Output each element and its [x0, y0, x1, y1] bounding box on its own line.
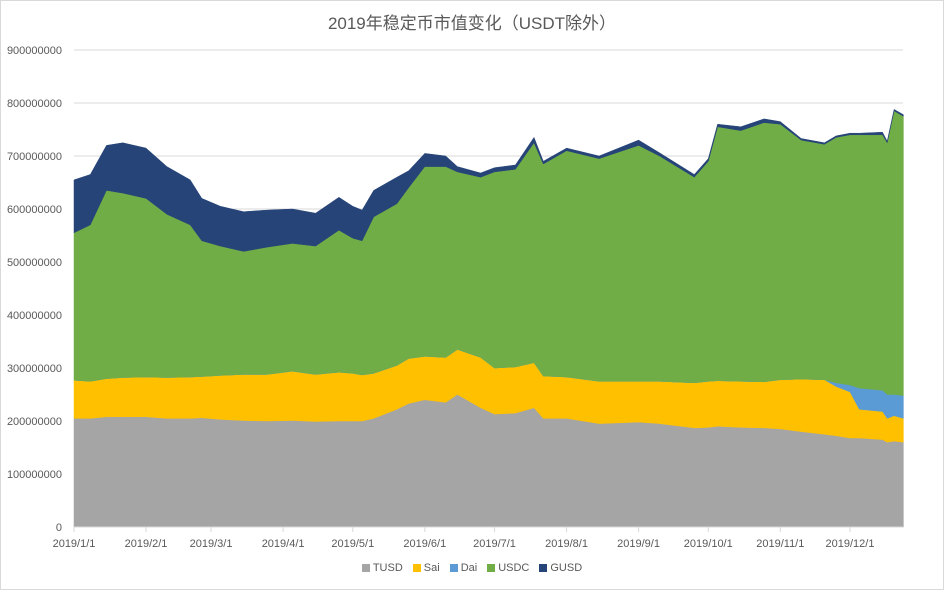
x-tick-label: 2019/3/1: [190, 538, 233, 550]
y-tick-label: 300000000: [7, 363, 62, 375]
x-tick-label: 2019/7/1: [473, 538, 516, 550]
legend-label: Sai: [423, 562, 440, 574]
x-tick-label: 2019/5/1: [331, 538, 374, 550]
chart-title: 2019年稳定币市值变化（USDT除外）: [327, 14, 617, 33]
x-tick-label: 2019/4/1: [262, 538, 305, 550]
x-tick-label: 2019/10/1: [684, 538, 733, 550]
y-tick-label: 500000000: [7, 257, 62, 269]
legend-label: TUSD: [372, 562, 403, 574]
area-usdc: [73, 110, 904, 396]
y-tick-label: 400000000: [7, 310, 62, 322]
x-tick-label: 2019/2/1: [125, 538, 168, 550]
legend-item-dai: Dai: [449, 562, 478, 574]
y-tick-label: 100000000: [7, 469, 62, 481]
legend-swatch: [361, 564, 370, 572]
y-tick-label: 200000000: [7, 416, 62, 428]
y-tick-label: 0: [56, 522, 62, 534]
legend: TUSD Sai Dai USDC GUSD: [0, 562, 944, 574]
legend-swatch: [487, 564, 496, 572]
area-gusd: [73, 109, 904, 252]
y-tick-label: 800000000: [7, 98, 62, 110]
x-tick-label: 2019/9/1: [617, 538, 660, 550]
x-tick-label: 2019/8/1: [545, 538, 588, 550]
x-tick-label: 2019/1/1: [53, 538, 96, 550]
legend-item-usdc: USDC: [487, 562, 529, 574]
legend-swatch: [449, 564, 458, 572]
x-tick-label: 2019/11/1: [756, 538, 804, 550]
x-tick-label: 2019/12/1: [826, 538, 875, 550]
y-tick-label: 600000000: [7, 204, 62, 216]
legend-item-tusd: TUSD: [361, 562, 403, 574]
legend-swatch: [412, 564, 421, 572]
y-tick-label: 700000000: [7, 151, 62, 163]
legend-swatch: [539, 564, 548, 572]
legend-item-sai: Sai: [412, 562, 440, 574]
x-tick-label: 2019/6/1: [403, 538, 446, 550]
legend-item-gusd: GUSD: [539, 562, 582, 574]
legend-label: GUSD: [550, 562, 583, 574]
y-tick-label: 900000000: [7, 45, 62, 57]
legend-label: Dai: [460, 562, 478, 574]
legend-label: USDC: [498, 562, 530, 574]
